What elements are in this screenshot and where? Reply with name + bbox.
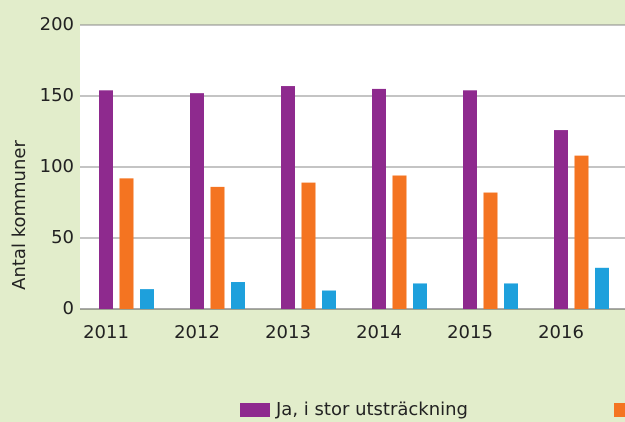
bar	[210, 186, 225, 309]
bar	[322, 290, 336, 309]
x-tick-label: 2016	[538, 322, 584, 343]
bar	[372, 88, 386, 310]
bar	[231, 282, 245, 309]
x-tick-label: 2014	[356, 322, 402, 343]
bar	[392, 175, 407, 309]
y-tick-label: 200	[40, 14, 74, 35]
y-tick-label: 100	[40, 156, 74, 177]
y-tick-label: 0	[63, 298, 74, 319]
y-tick-label: 150	[40, 85, 74, 106]
legend-label: Ja, i stor utsträckning	[275, 399, 468, 420]
legend-swatch	[240, 403, 270, 417]
bar	[140, 289, 154, 309]
x-tick-label: 2013	[265, 322, 311, 343]
bar	[554, 130, 568, 309]
bar	[301, 182, 316, 309]
bar	[463, 90, 477, 309]
y-axis-label: Antal kommuner	[9, 140, 30, 290]
bar	[413, 283, 427, 309]
bar	[574, 155, 589, 309]
x-tick-label: 2011	[83, 322, 129, 343]
legend-swatch	[614, 403, 625, 417]
bar	[281, 86, 295, 309]
y-tick-label: 50	[51, 227, 74, 248]
x-tick-label: 2015	[447, 322, 493, 343]
bar	[119, 178, 134, 309]
bar	[99, 90, 113, 309]
bar	[595, 267, 609, 309]
x-tick-label: 2012	[174, 322, 220, 343]
bar	[504, 283, 518, 309]
bar	[190, 93, 204, 309]
bar	[483, 192, 498, 309]
